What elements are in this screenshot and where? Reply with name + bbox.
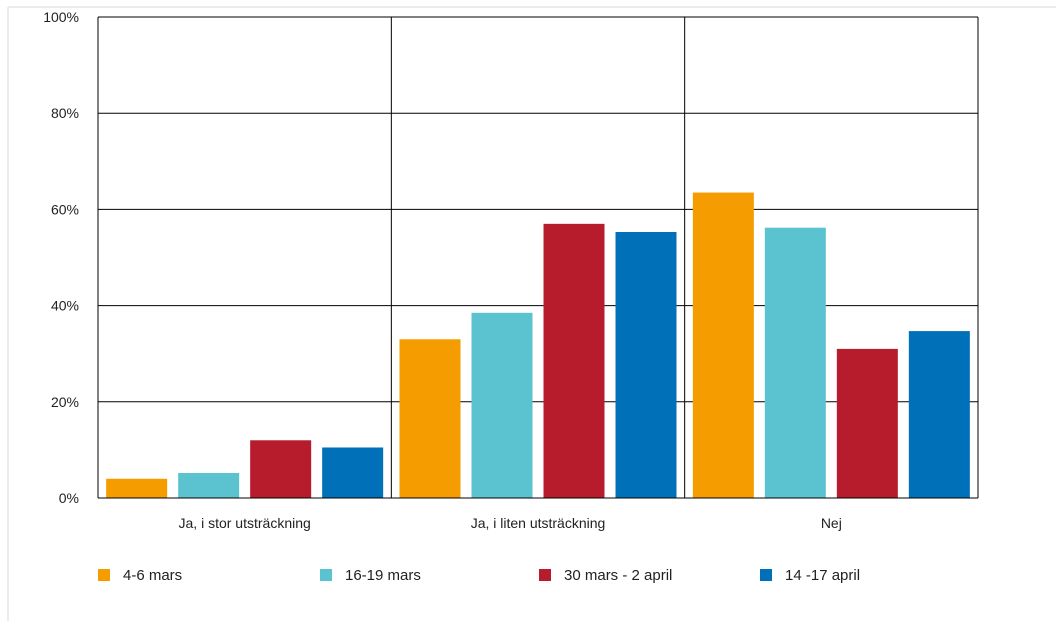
bar-1-0	[399, 339, 461, 498]
bar-1-1	[471, 312, 533, 498]
legend-label-1: 16-19 mars	[345, 567, 421, 584]
legend-label-0: 4-6 mars	[123, 567, 182, 584]
bar-0-3	[322, 447, 384, 498]
axes	[97, 17, 978, 499]
y-axis-ticks: 0% 20% 40% 60% 80% 100%	[43, 9, 79, 506]
legend-swatch-3	[760, 569, 772, 581]
bar-1-3	[615, 232, 677, 498]
bar-2-2	[836, 348, 898, 498]
legend-swatch-1	[320, 569, 332, 581]
bar-0-2	[250, 440, 312, 498]
bar-2-1	[764, 227, 826, 499]
bars	[106, 192, 970, 499]
x-category-label-0: Ja, i stor utsträckning	[179, 515, 311, 531]
legend-swatch-2	[539, 569, 551, 581]
y-tick-label-80: 80%	[51, 105, 79, 121]
legend-label-2: 30 mars - 2 april	[564, 567, 672, 584]
legend-label-3: 14 -17 april	[785, 567, 860, 584]
legend: 4-6 mars 16-19 mars 30 mars - 2 april 14 -1…	[98, 567, 860, 584]
y-tick-label-20: 20%	[51, 394, 79, 410]
x-category-label-1: Ja, i liten utsträckning	[471, 515, 606, 531]
x-category-label-2: Nej	[821, 515, 842, 531]
y-tick-label-100: 100%	[43, 9, 79, 25]
bar-2-0	[692, 192, 754, 498]
legend-swatch-0	[98, 569, 110, 581]
bar-2-3	[908, 331, 970, 498]
y-tick-label-0: 0%	[59, 490, 79, 506]
bar-0-1	[178, 472, 240, 498]
y-tick-label-40: 40%	[51, 298, 79, 314]
x-axis-categories: Ja, i stor utsträckning Ja, i liten utstr…	[179, 515, 842, 531]
bar-1-2	[543, 223, 605, 498]
y-tick-label-60: 60%	[51, 201, 79, 217]
bar-0-0	[106, 478, 168, 498]
